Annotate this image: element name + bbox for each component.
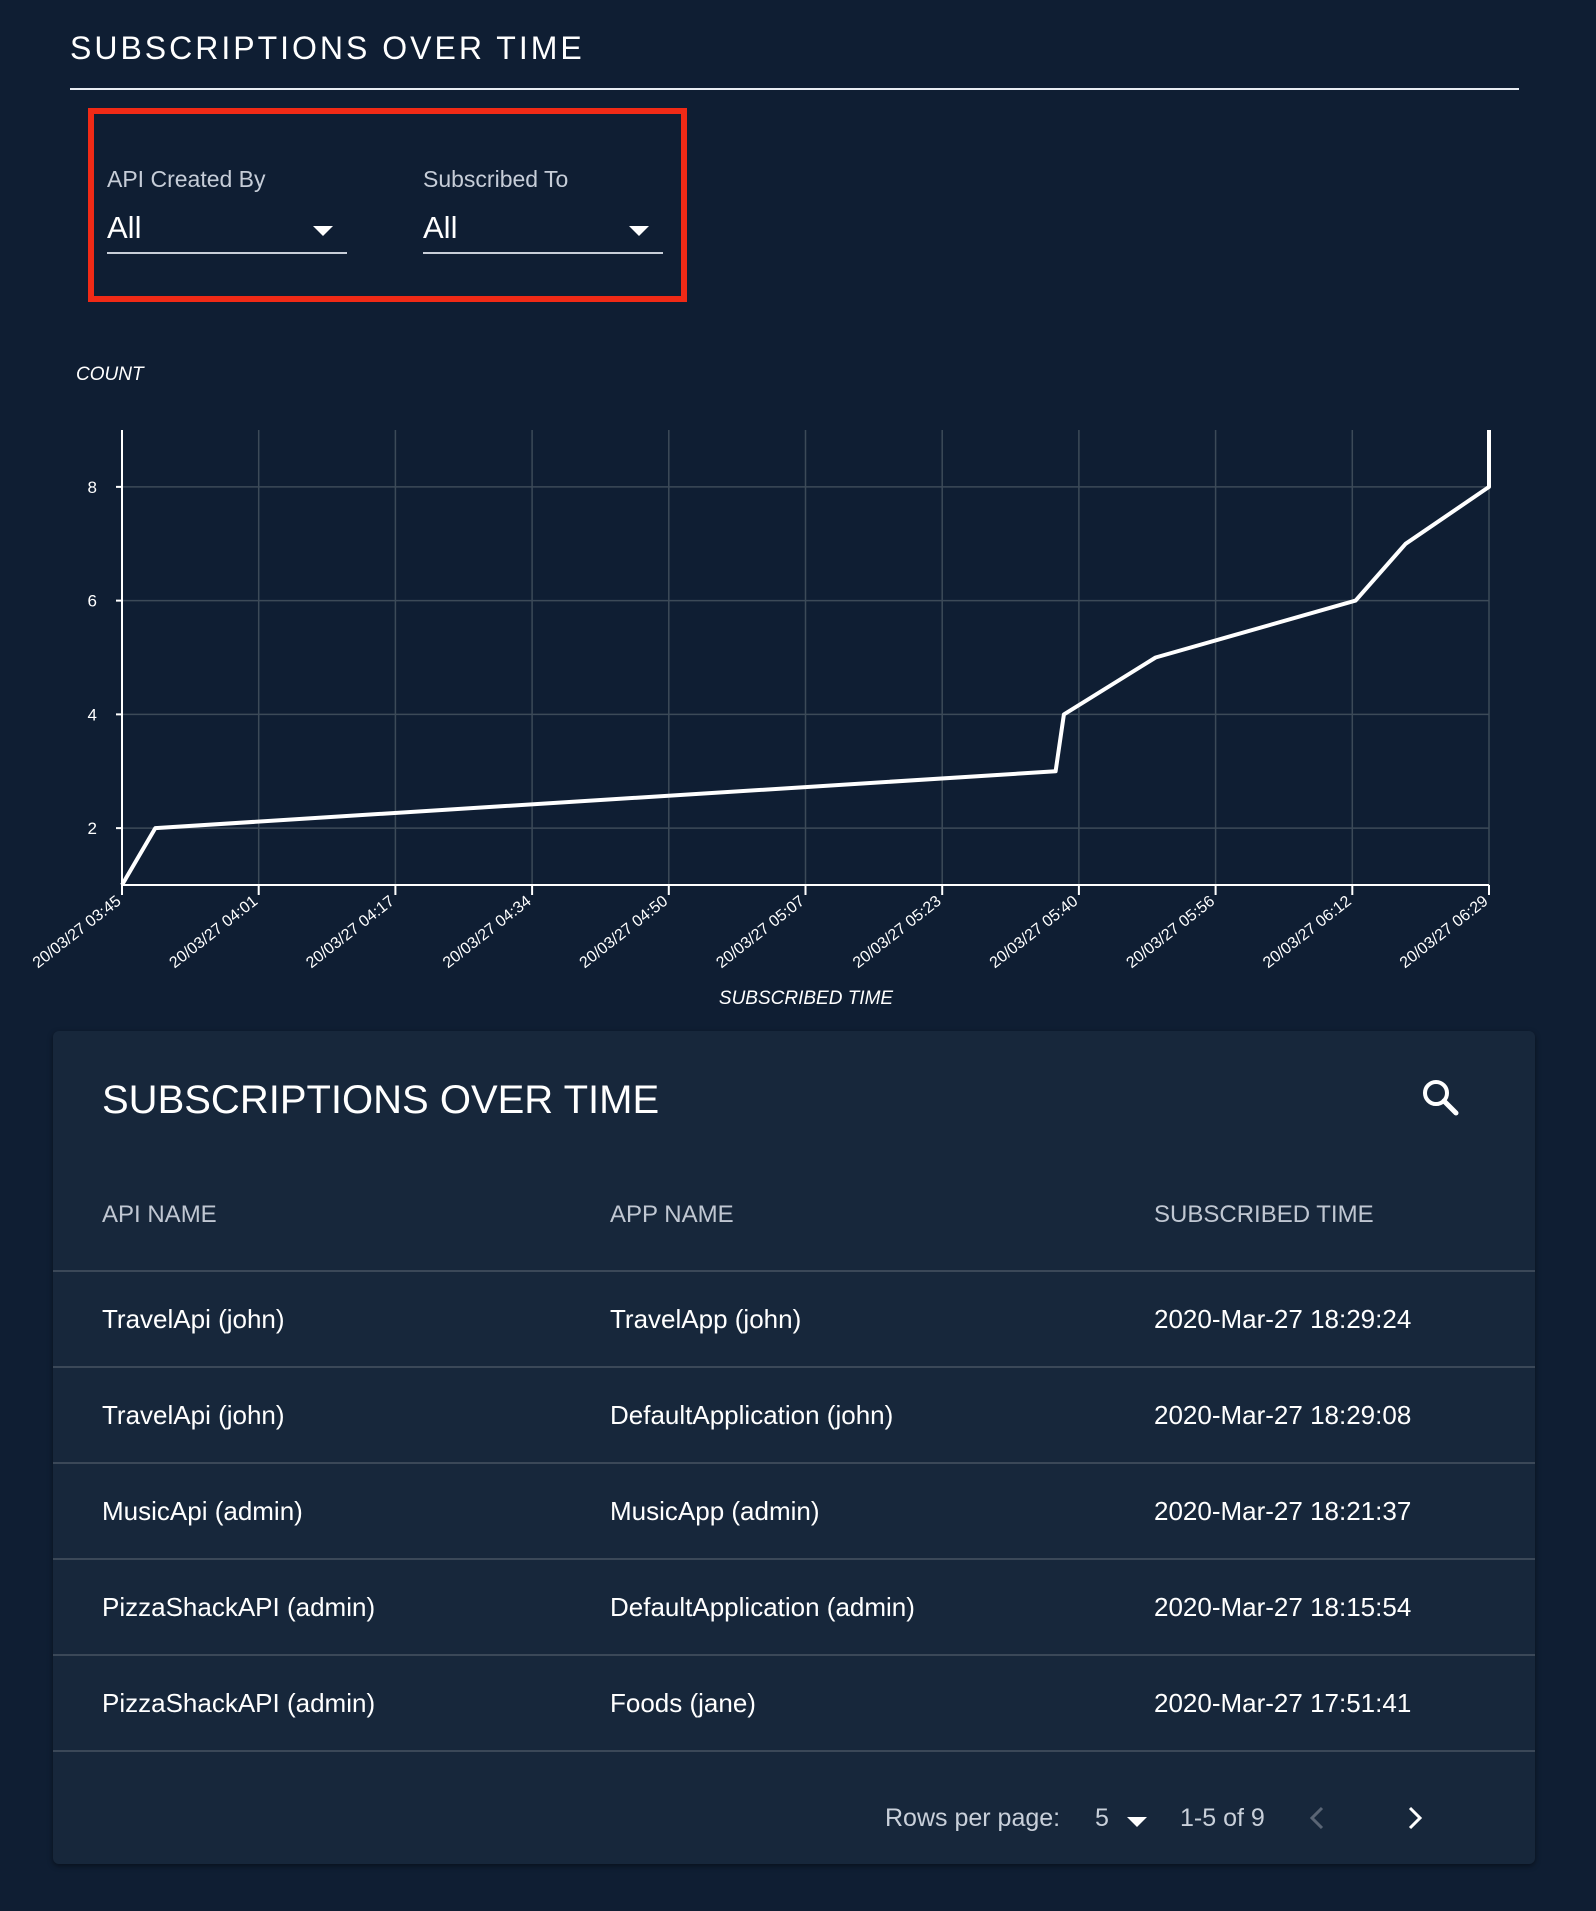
cell-app-name: MusicApp (admin) <box>610 1496 820 1526</box>
column-header-app-name[interactable]: APP NAME <box>610 1201 734 1228</box>
pagination-range: 1-5 of 9 <box>1180 1804 1265 1832</box>
cell-api-name: MusicApi (admin) <box>102 1496 303 1526</box>
cell-subscribed-time: 2020-Mar-27 17:51:41 <box>1154 1688 1412 1718</box>
y-tick-label: 2 <box>88 819 97 838</box>
row-divider <box>53 1558 1535 1560</box>
x-tick-label: 20/03/27 04:01 <box>167 893 262 972</box>
page-title: SUBSCRIPTIONS OVER TIME <box>70 30 585 66</box>
subscribed-to-filter: Subscribed To All <box>423 166 663 254</box>
rows-per-page-label: Rows per page: <box>885 1804 1061 1832</box>
series-line <box>120 430 1491 887</box>
x-tick-label: 20/03/27 03:45 <box>30 893 125 972</box>
cell-app-name: DefaultApplication (admin) <box>610 1592 915 1622</box>
cell-api-name: TravelApi (john) <box>102 1304 285 1334</box>
subscriptions-table-card: SUBSCRIPTIONS OVER TIME API NAME APP NAM… <box>53 1031 1535 1864</box>
subscribed-to-label: Subscribed To <box>423 166 569 192</box>
previous-page-button[interactable] <box>1303 1803 1333 1833</box>
cell-api-name: PizzaShackAPI (admin) <box>102 1688 376 1718</box>
table-title: SUBSCRIPTIONS OVER TIME <box>102 1078 660 1122</box>
cell-api-name: TravelApi (john) <box>102 1400 285 1430</box>
filter-highlight-box <box>88 108 687 302</box>
rows-per-page-value: 5 <box>1095 1804 1109 1832</box>
x-tick-label: 20/03/27 05:56 <box>1123 893 1218 972</box>
chevron-down-icon <box>629 226 649 236</box>
y-tick-label: 4 <box>88 705 97 724</box>
x-tick-label: 20/03/27 04:50 <box>577 893 672 972</box>
subscribed-to-value: All <box>423 210 458 245</box>
y-tick-label: 8 <box>88 478 97 497</box>
x-tick-label: 20/03/27 06:29 <box>1397 893 1492 972</box>
x-tick-label: 20/03/27 05:23 <box>850 893 945 972</box>
next-page-button[interactable] <box>1399 1803 1429 1833</box>
cell-subscribed-time: 2020-Mar-27 18:29:08 <box>1154 1400 1412 1430</box>
x-tick-label: 20/03/27 05:07 <box>713 893 808 972</box>
y-axis-label: COUNT <box>76 364 145 385</box>
x-tick-label: 20/03/27 04:17 <box>303 893 398 972</box>
subscriptions-line-chart: COUNT 20/03/27 03:45 20/03/27 04:01 20/03/… <box>30 364 1492 1009</box>
api-created-by-select[interactable]: All <box>107 208 347 254</box>
x-tick-label: 20/03/27 06:12 <box>1260 893 1355 972</box>
row-divider <box>53 1462 1535 1464</box>
cell-app-name: TravelApp (john) <box>610 1304 802 1334</box>
row-divider <box>53 1366 1535 1368</box>
cell-api-name: PizzaShackAPI (admin) <box>102 1592 376 1622</box>
cell-subscribed-time: 2020-Mar-27 18:15:54 <box>1154 1592 1412 1622</box>
api-created-by-label: API Created By <box>107 166 266 192</box>
column-header-api-name[interactable]: API NAME <box>102 1201 217 1228</box>
cell-subscribed-time: 2020-Mar-27 18:29:24 <box>1154 1304 1412 1334</box>
api-created-by-value: All <box>107 210 142 245</box>
api-created-by-filter: API Created By All <box>107 166 347 254</box>
x-axis-label: SUBSCRIBED TIME <box>719 988 894 1009</box>
search-icon[interactable] <box>1419 1076 1463 1120</box>
x-tick-label: 20/03/27 05:40 <box>987 893 1082 972</box>
row-divider <box>53 1654 1535 1656</box>
x-tick-label: 20/03/27 04:34 <box>440 893 535 972</box>
cell-app-name: DefaultApplication (john) <box>610 1400 894 1430</box>
title-divider <box>70 88 1519 90</box>
cell-app-name: Foods (jane) <box>610 1688 756 1718</box>
rows-per-page-select[interactable]: 5 <box>1093 1796 1163 1836</box>
column-header-subscribed-time[interactable]: SUBSCRIBED TIME <box>1154 1201 1374 1228</box>
chevron-down-icon <box>313 226 333 236</box>
chevron-down-icon <box>1127 1817 1147 1827</box>
header-divider <box>53 1270 1535 1272</box>
cell-subscribed-time: 2020-Mar-27 18:21:37 <box>1154 1496 1412 1526</box>
row-divider <box>53 1750 1535 1752</box>
y-tick-label: 6 <box>88 592 97 611</box>
subscribed-to-select[interactable]: All <box>423 208 663 254</box>
